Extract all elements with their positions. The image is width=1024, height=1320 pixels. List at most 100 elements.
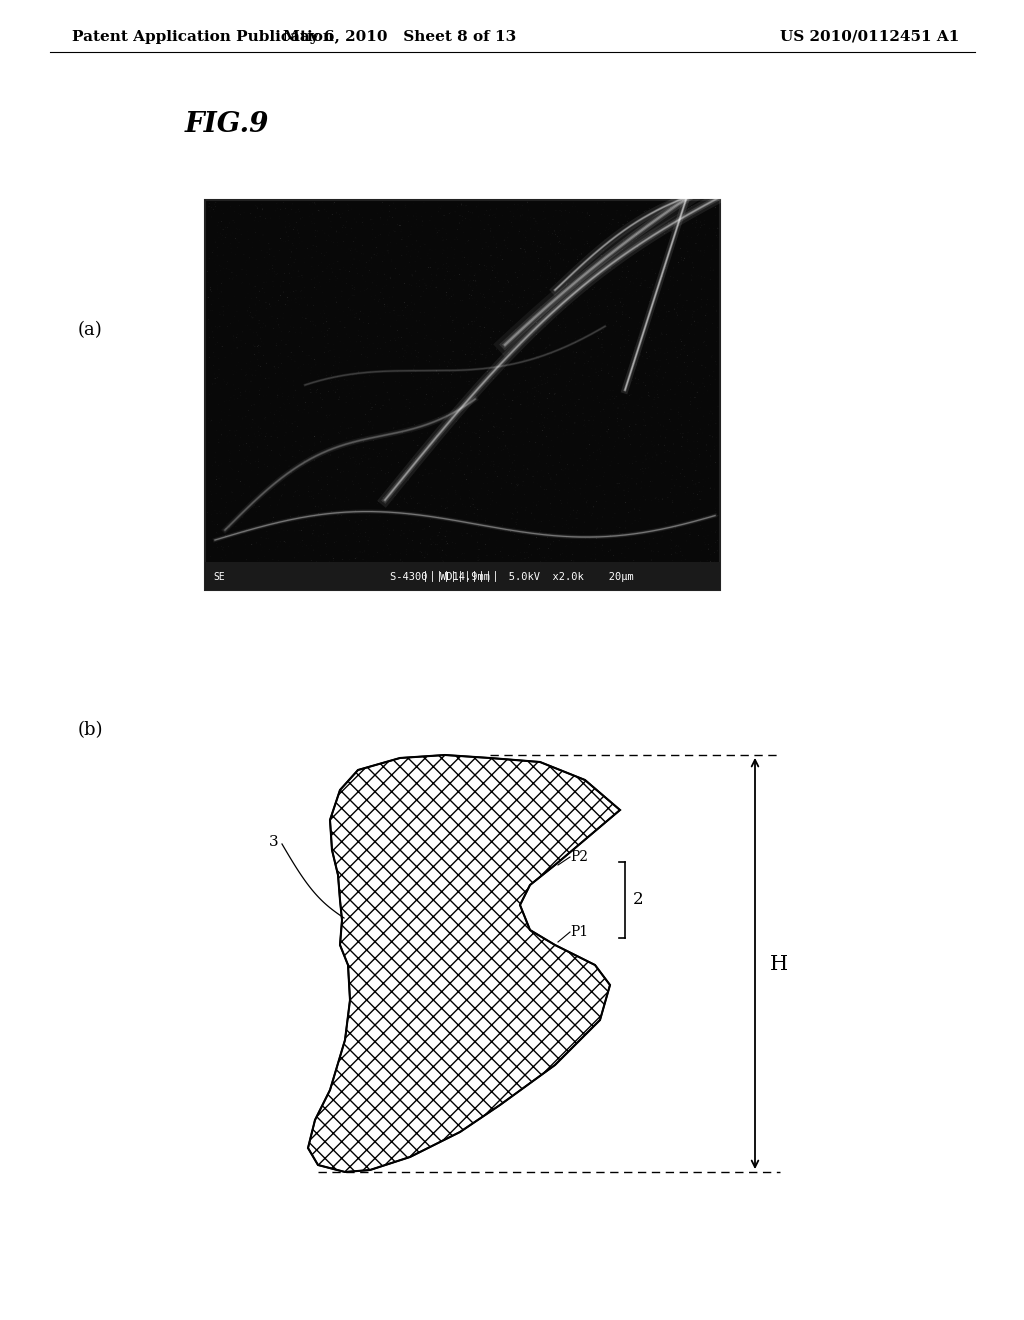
- Point: [670, 418, 686, 440]
- Point: [488, 475, 505, 496]
- Point: [234, 407, 251, 428]
- Point: [373, 355, 389, 376]
- Point: [696, 279, 713, 300]
- Point: [271, 376, 288, 397]
- Point: [317, 401, 334, 422]
- Point: [575, 326, 592, 347]
- Point: [295, 308, 311, 329]
- Point: [534, 511, 550, 532]
- Point: [447, 345, 464, 366]
- Point: [571, 389, 588, 411]
- Point: [341, 383, 357, 404]
- Point: [322, 429, 338, 450]
- Point: [441, 354, 458, 375]
- Point: [316, 292, 333, 313]
- Point: [365, 430, 381, 451]
- Point: [268, 292, 285, 313]
- Point: [603, 282, 620, 304]
- Point: [588, 528, 604, 549]
- Point: [517, 348, 534, 370]
- Point: [605, 209, 622, 230]
- Point: [215, 257, 231, 279]
- Point: [624, 231, 640, 252]
- Point: [347, 457, 364, 478]
- Point: [342, 240, 358, 261]
- Point: [430, 363, 446, 384]
- Point: [430, 202, 446, 223]
- Point: [351, 425, 368, 446]
- Point: [630, 203, 646, 224]
- Point: [203, 275, 219, 296]
- Point: [419, 246, 435, 267]
- Point: [328, 381, 344, 403]
- Point: [309, 376, 326, 397]
- Point: [518, 356, 535, 378]
- Point: [310, 531, 327, 552]
- Point: [246, 272, 262, 293]
- Point: [303, 368, 319, 389]
- Point: [484, 259, 501, 280]
- Point: [383, 338, 399, 359]
- Point: [316, 223, 333, 244]
- Point: [306, 264, 323, 285]
- Point: [284, 462, 300, 483]
- Point: [287, 289, 303, 310]
- Point: [294, 436, 310, 457]
- Point: [356, 541, 373, 562]
- Point: [584, 358, 600, 379]
- Point: [569, 249, 586, 271]
- Point: [651, 359, 668, 380]
- Point: [479, 342, 496, 363]
- Point: [652, 249, 669, 271]
- Point: [225, 210, 242, 231]
- Point: [380, 539, 396, 560]
- Point: [223, 387, 240, 408]
- Point: [412, 541, 428, 562]
- Point: [234, 207, 251, 228]
- Point: [306, 426, 323, 447]
- Point: [422, 327, 438, 348]
- Point: [232, 471, 249, 492]
- Point: [507, 492, 523, 513]
- Point: [508, 211, 524, 232]
- Point: [566, 360, 583, 381]
- Point: [621, 425, 637, 446]
- Point: [267, 420, 284, 441]
- Point: [560, 331, 577, 352]
- Point: [443, 280, 460, 301]
- Point: [253, 533, 269, 554]
- Point: [341, 446, 357, 467]
- Point: [453, 195, 469, 216]
- Point: [606, 409, 623, 430]
- Point: [505, 483, 521, 504]
- Point: [566, 347, 583, 368]
- Point: [423, 239, 439, 260]
- Point: [451, 449, 467, 470]
- Point: [680, 422, 696, 444]
- Point: [582, 429, 598, 450]
- Point: [199, 289, 215, 310]
- Point: [668, 234, 684, 255]
- Point: [620, 211, 636, 232]
- Point: [208, 469, 224, 490]
- Point: [489, 544, 506, 565]
- Point: [650, 338, 667, 359]
- Point: [503, 310, 519, 331]
- Point: [599, 552, 615, 573]
- Point: [568, 252, 585, 273]
- Point: [686, 339, 702, 360]
- Point: [406, 552, 422, 573]
- Point: [476, 219, 493, 240]
- Point: [269, 198, 286, 219]
- Point: [667, 475, 683, 496]
- Point: [603, 450, 620, 471]
- Point: [478, 345, 495, 366]
- Point: [302, 457, 318, 478]
- Point: [647, 339, 664, 360]
- Point: [245, 425, 261, 446]
- Point: [677, 202, 693, 223]
- Point: [460, 354, 476, 375]
- Point: [524, 310, 541, 331]
- Point: [431, 521, 447, 543]
- Point: [416, 348, 432, 370]
